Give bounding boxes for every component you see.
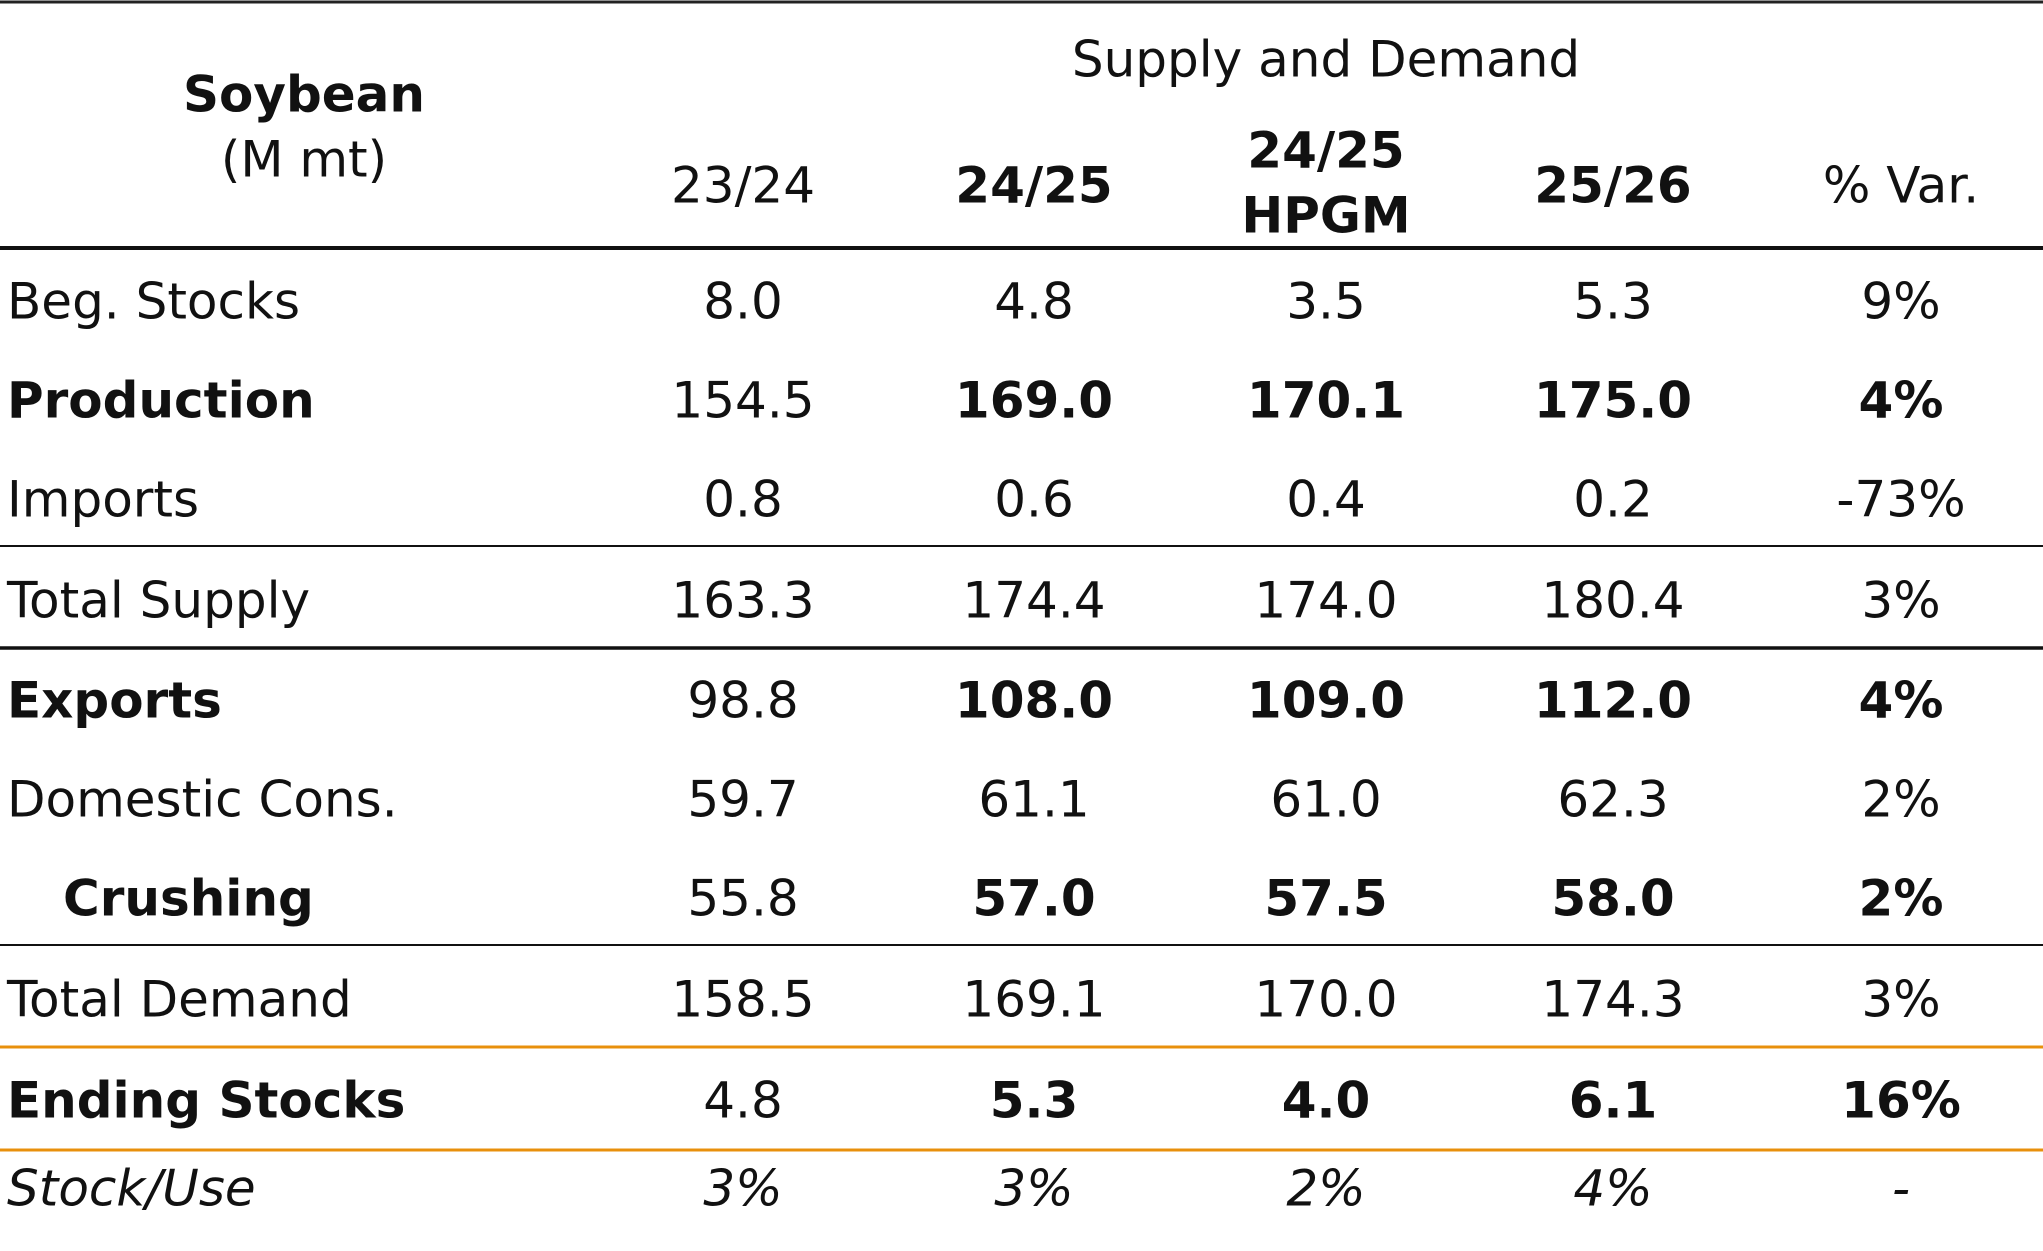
row-label: Total Demand	[6, 971, 352, 1029]
cell: 175.0	[1534, 372, 1692, 430]
row-label: Ending Stocks	[7, 1072, 405, 1130]
cell: 158.5	[671, 971, 814, 1029]
cell: 4.0	[1282, 1072, 1371, 1130]
cell: 3%	[1861, 572, 1940, 630]
column-header: 24/25	[955, 157, 1112, 215]
row-label: Beg. Stocks	[7, 273, 300, 331]
cell: 109.0	[1247, 672, 1405, 730]
row-label: Stock/Use	[7, 1160, 256, 1218]
cell: 169.1	[962, 971, 1105, 1029]
cell: 58.0	[1551, 870, 1674, 928]
column-header: 25/26	[1534, 157, 1691, 215]
cell: 62.3	[1557, 771, 1668, 829]
row-label: Exports	[7, 672, 222, 730]
cell: 170.1	[1247, 372, 1405, 430]
row-label: Crushing	[63, 870, 314, 928]
cell: 174.4	[962, 572, 1105, 630]
column-header: % Var.	[1823, 157, 1979, 215]
cell: 3%	[1861, 971, 1940, 1029]
column-header: 23/24	[671, 157, 815, 215]
cell: 16%	[1841, 1072, 1961, 1130]
cell: 61.0	[1270, 771, 1381, 829]
cell: 3.5	[1286, 273, 1366, 331]
cell: 4.8	[994, 273, 1074, 331]
cell: 4.8	[703, 1072, 783, 1130]
cell: 0.8	[703, 471, 783, 529]
cell: 4%	[1859, 672, 1944, 730]
cell: 98.8	[687, 672, 798, 730]
cell: 61.1	[978, 771, 1089, 829]
cell: 108.0	[955, 672, 1113, 730]
cell: 169.0	[955, 372, 1113, 430]
cell: 0.4	[1286, 471, 1366, 529]
cell: 0.2	[1573, 471, 1653, 529]
row-label: Domestic Cons.	[7, 771, 398, 829]
cell: -	[1892, 1160, 1910, 1218]
cell: 55.8	[687, 870, 798, 928]
cell: 174.0	[1254, 572, 1397, 630]
unit: (M mt)	[221, 131, 387, 189]
group-header: Supply and Demand	[1072, 31, 1580, 89]
cell: 2%	[1859, 870, 1944, 928]
cell: 4%	[1573, 1160, 1652, 1218]
cell: 57.0	[972, 870, 1095, 928]
cell: -73%	[1836, 471, 1965, 529]
row-label: Total Supply	[6, 572, 310, 630]
cell: 6.1	[1569, 1072, 1658, 1130]
cell: 2%	[1286, 1160, 1365, 1218]
cell: 170.0	[1254, 971, 1397, 1029]
cell: 174.3	[1541, 971, 1684, 1029]
cell: 57.5	[1264, 870, 1387, 928]
column-header: 24/25	[1247, 122, 1404, 180]
row-label: Imports	[7, 471, 199, 529]
cell: 5.3	[990, 1072, 1079, 1130]
table-title: Soybean	[183, 66, 425, 124]
cell: 4%	[1859, 372, 1944, 430]
cell: 163.3	[671, 572, 814, 630]
cell: 180.4	[1541, 572, 1684, 630]
cell: 3%	[703, 1160, 782, 1218]
cell: 154.5	[671, 372, 814, 430]
cell: 112.0	[1534, 672, 1692, 730]
cell: 5.3	[1573, 273, 1653, 331]
column-header: HPGM	[1241, 187, 1410, 245]
row-label: Production	[7, 372, 315, 430]
cell: 9%	[1861, 273, 1940, 331]
cell: 59.7	[687, 771, 798, 829]
cell: 0.6	[994, 471, 1074, 529]
cell: 3%	[994, 1160, 1073, 1218]
cell: 2%	[1861, 771, 1940, 829]
cell: 8.0	[703, 273, 783, 331]
